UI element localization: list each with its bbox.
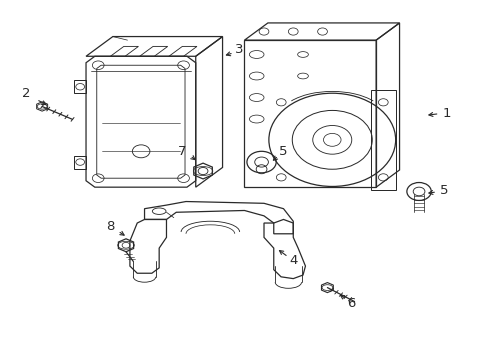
Text: 1: 1	[442, 107, 450, 120]
Text: 8: 8	[106, 220, 114, 233]
Text: 6: 6	[347, 297, 355, 310]
Text: 5: 5	[439, 184, 448, 197]
Text: 7: 7	[178, 145, 186, 158]
Text: 4: 4	[288, 254, 297, 267]
Text: 5: 5	[279, 145, 287, 158]
Text: 2: 2	[22, 87, 30, 100]
Text: 3: 3	[235, 42, 244, 55]
